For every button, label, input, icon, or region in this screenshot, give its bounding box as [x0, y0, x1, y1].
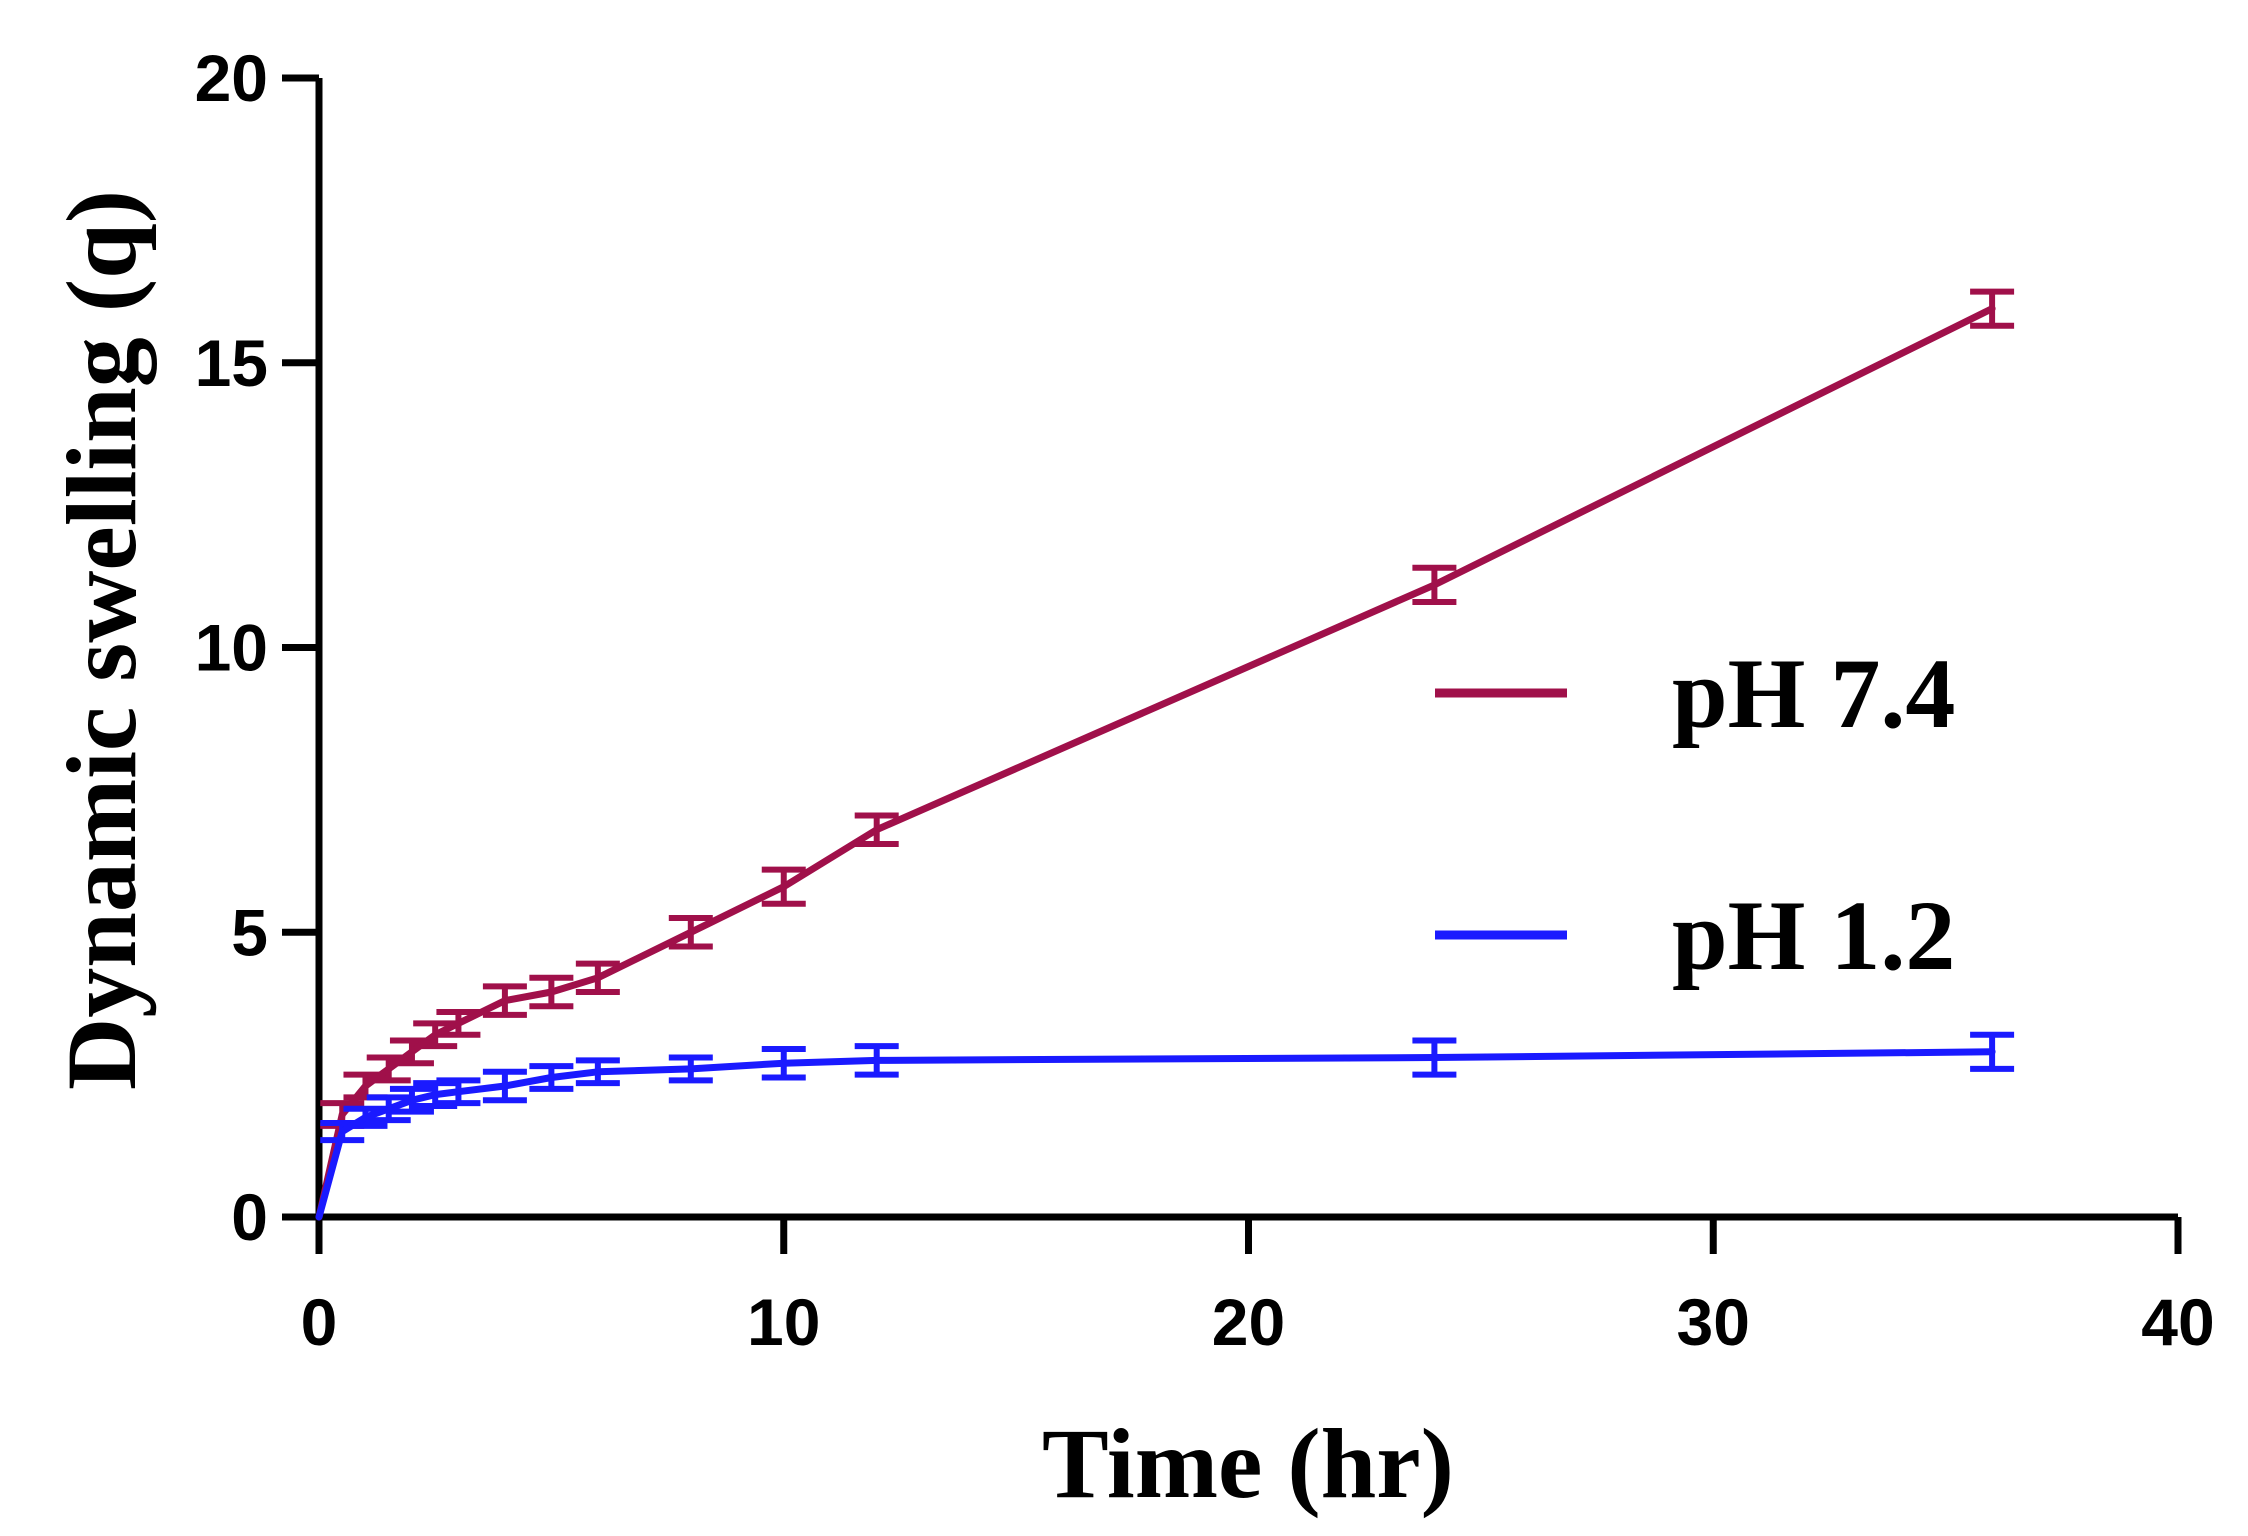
series-line	[315, 1048, 1996, 1221]
data-point	[874, 827, 879, 832]
legend-item: pH 1.2	[1435, 880, 1955, 991]
legend-label: pH 7.4	[1672, 638, 1955, 749]
y-tick-label: 15	[195, 326, 268, 400]
data-point	[781, 884, 786, 889]
x-tick-label: 10	[747, 1285, 820, 1359]
series-layer	[315, 288, 2015, 1221]
data-point	[340, 1112, 345, 1117]
x-tick-label: 20	[1212, 1285, 1285, 1359]
x-tick-label: 30	[1677, 1285, 1750, 1359]
data-point	[409, 1098, 414, 1103]
data-point	[595, 975, 600, 980]
data-point	[688, 1066, 693, 1071]
data-point	[433, 1032, 438, 1037]
x-tick-label: 0	[301, 1285, 338, 1359]
x-tick-label: 40	[2141, 1285, 2214, 1359]
data-point	[595, 1069, 600, 1074]
data-point	[456, 1089, 461, 1094]
y-tick-label: 5	[231, 895, 268, 969]
series-ph-1-2	[315, 1031, 2015, 1221]
data-point	[456, 1021, 461, 1026]
y-tick-label: 0	[231, 1180, 268, 1254]
data-point	[502, 998, 507, 1003]
data-point	[549, 1075, 554, 1080]
y-tick-label: 10	[195, 611, 268, 685]
data-point	[409, 1049, 414, 1054]
data-point	[502, 1084, 507, 1089]
data-point	[874, 1058, 879, 1063]
data-point	[433, 1092, 438, 1097]
y-ticks: 0 5 10 15 20	[195, 41, 319, 1254]
data-point	[386, 1106, 391, 1111]
y-tick-label: 20	[195, 41, 268, 115]
y-axis-title: Dynamic swelling (q)	[46, 190, 157, 1090]
series-ph-7-4	[315, 288, 2015, 1221]
legend-label: pH 1.2	[1672, 880, 1955, 991]
x-ticks: 0 10 20 30 40	[301, 1217, 2215, 1359]
legend-item: pH 7.4	[1435, 638, 1955, 749]
data-point	[781, 1061, 786, 1066]
data-point	[688, 930, 693, 935]
data-point	[549, 990, 554, 995]
data-point	[363, 1084, 368, 1089]
data-point	[340, 1129, 345, 1134]
data-point	[317, 1215, 321, 1219]
data-point	[386, 1066, 391, 1071]
data-point	[1432, 582, 1437, 587]
data-point	[1990, 306, 1995, 311]
x-axis-title: Time (hr)	[1042, 1408, 1454, 1519]
data-point	[1990, 1049, 1995, 1054]
data-point	[363, 1115, 368, 1120]
data-point	[1432, 1055, 1437, 1060]
legend: pH 7.4 pH 1.2	[1435, 638, 1955, 991]
series-line	[315, 305, 1996, 1221]
